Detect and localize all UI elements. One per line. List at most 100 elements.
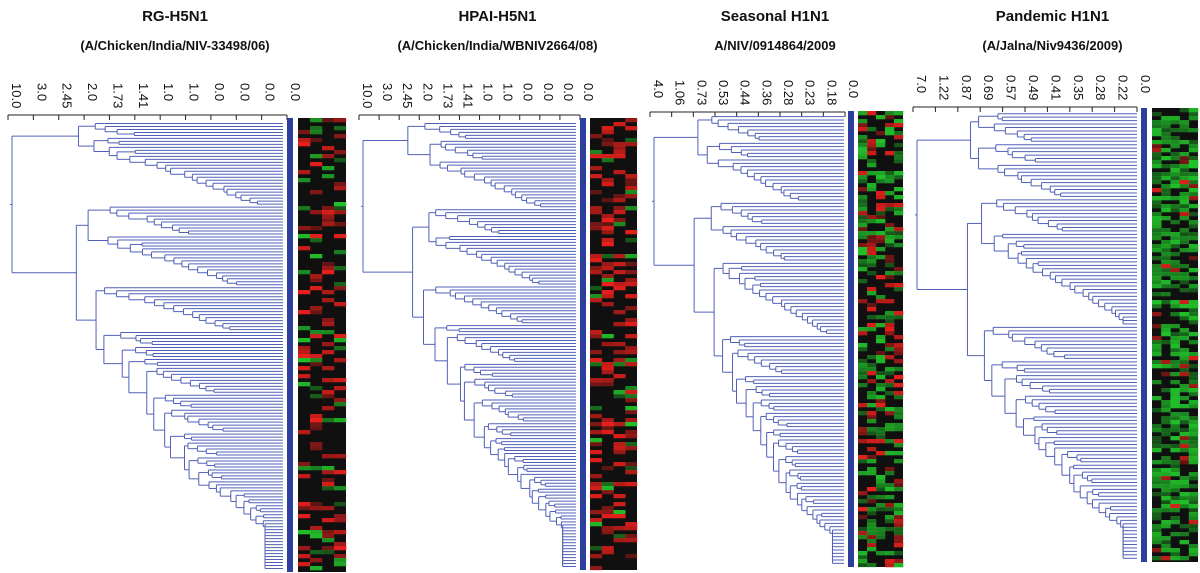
dendrogram-tree bbox=[10, 122, 283, 570]
dendrogram-svg: 10.0 3.0 2.45 2.0 1.73 1.41 1.0 1.0 0.0 0.0 0.0 0.0 bbox=[7, 83, 347, 572]
axis-tick-label: 0.44 bbox=[738, 80, 753, 105]
axis-tick: 0.36 bbox=[757, 80, 774, 117]
dendrogram-svg: 7.0 1.22 0.87 0.69 0.57 0.49 0.41 0.35 0.28 0.22 0… bbox=[912, 75, 1199, 562]
axis-tick: 0.0 bbox=[579, 83, 596, 120]
dendrogram-panel-hpai-h5n1: HPAI-H5N1 (A/Chicken/India/WBNIV2664/08)… bbox=[350, 0, 645, 573]
axis-tick: 0.69 bbox=[979, 75, 996, 112]
axis-tick: 1.41 bbox=[134, 83, 151, 120]
axis-tick-label: 0.28 bbox=[781, 80, 796, 105]
dendrogram-panel-pandemic-h1n1: Pandemic H1N1 (A/Jalna/Niv9436/2009) 7.0… bbox=[905, 0, 1200, 573]
axis-tick-label: 0.0 bbox=[263, 83, 278, 101]
axis-tick: 0.57 bbox=[1002, 75, 1019, 112]
axis-tick: 2.45 bbox=[398, 83, 415, 120]
axis-tick: 1.41 bbox=[458, 83, 475, 120]
axis-tick-label: 1.0 bbox=[501, 83, 516, 101]
axis-tick-label: 0.0 bbox=[212, 83, 227, 101]
cluster-bar bbox=[848, 111, 854, 567]
panel-subtitle: A/NIV/0914864/2009 bbox=[714, 38, 836, 53]
panel-title: Pandemic H1N1 bbox=[995, 8, 1110, 25]
axis-tick-label: 1.73 bbox=[440, 83, 455, 108]
axis-tick: 0.35 bbox=[1069, 75, 1086, 112]
axis-tick-label: 0.41 bbox=[1048, 75, 1063, 100]
expression-heatmap bbox=[1152, 108, 1199, 562]
axis-tick-label: 0.0 bbox=[521, 83, 536, 101]
axis-tick: 0.73 bbox=[692, 80, 709, 117]
axis-tick-label: 0.57 bbox=[1004, 75, 1019, 100]
axis-tick-label: 0.0 bbox=[288, 83, 303, 101]
panel-subtitle: (A/Jalna/Niv9436/2009) bbox=[982, 38, 1123, 53]
panel-title: HPAI-H5N1 bbox=[458, 8, 537, 25]
axis-tick-label: 0.23 bbox=[803, 80, 818, 105]
axis-tick: 0.0 bbox=[210, 83, 227, 120]
expression-heatmap bbox=[590, 118, 638, 571]
axis-tick-label: 3.0 bbox=[34, 83, 49, 101]
axis-tick: 1.22 bbox=[934, 75, 951, 112]
cluster-bar bbox=[580, 118, 586, 570]
axis-tick: 0.0 bbox=[519, 83, 536, 120]
axis-tick-label: 7.0 bbox=[914, 75, 929, 93]
axis-tick: 2.0 bbox=[418, 83, 435, 120]
axis-tick-label: 2.0 bbox=[85, 83, 100, 101]
axis-tick: 10.0 bbox=[358, 83, 375, 120]
axis-tick-label: 10.0 bbox=[360, 83, 375, 108]
axis-tick-label: 1.0 bbox=[161, 83, 176, 101]
axis-tick: 1.06 bbox=[671, 80, 688, 117]
axis-tick: 0.41 bbox=[1046, 75, 1063, 112]
dendrogram-svg: 4.0 1.06 0.73 0.53 0.44 0.36 0.28 0.23 0.18 0.0 bbox=[649, 80, 904, 568]
axis-tick: 0.18 bbox=[822, 80, 839, 117]
axis-tick-label: 1.0 bbox=[187, 83, 202, 101]
axis-tick: 0.0 bbox=[844, 80, 861, 117]
axis-tick: 0.0 bbox=[286, 83, 303, 120]
panel-title: Seasonal H1N1 bbox=[720, 8, 830, 25]
expression-heatmap bbox=[298, 118, 347, 572]
axis-tick: 2.0 bbox=[83, 83, 100, 120]
axis-tick: 0.49 bbox=[1024, 75, 1041, 112]
axis-tick: 7.0 bbox=[912, 75, 929, 112]
axis-tick-label: 10.0 bbox=[9, 83, 24, 108]
axis-tick: 1.73 bbox=[438, 83, 455, 120]
axis-tick-label: 0.0 bbox=[581, 83, 596, 101]
axis-tick-label: 0.73 bbox=[694, 80, 709, 105]
axis-tick: 10.0 bbox=[7, 83, 24, 120]
dendrogram-tree bbox=[915, 113, 1137, 559]
axis-tick-label: 0.22 bbox=[1116, 75, 1131, 100]
axis-tick: 0.0 bbox=[559, 83, 576, 120]
axis-tick-label: 0.53 bbox=[716, 80, 731, 105]
dendrogram-svg: 10.0 3.0 2.45 2.0 1.73 1.41 1.0 1.0 0.0 0.0 0.0 0.0 bbox=[358, 83, 638, 571]
axis-tick: 0.87 bbox=[957, 75, 974, 112]
axis-tick-label: 0.0 bbox=[1138, 75, 1153, 93]
axis-tick: 0.0 bbox=[539, 83, 556, 120]
axis-tick-label: 1.41 bbox=[460, 83, 475, 108]
axis-tick-label: 1.73 bbox=[110, 83, 125, 108]
panel-subtitle: (A/Chicken/India/WBNIV2664/08) bbox=[397, 38, 598, 53]
axis-tick-label: 0.49 bbox=[1026, 75, 1041, 100]
axis-tick-label: 3.0 bbox=[380, 83, 395, 101]
axis-tick: 0.28 bbox=[1091, 75, 1108, 112]
axis-tick: 0.23 bbox=[801, 80, 818, 117]
axis-tick-label: 1.06 bbox=[673, 80, 688, 105]
axis-tick: 1.73 bbox=[108, 83, 125, 120]
axis-tick: 1.0 bbox=[185, 83, 202, 120]
axis-tick: 3.0 bbox=[378, 83, 395, 120]
axis-tick: 1.0 bbox=[479, 83, 496, 120]
axis-tick-label: 2.0 bbox=[420, 83, 435, 101]
axis-tick: 1.0 bbox=[159, 83, 176, 120]
dendrogram-tree bbox=[652, 116, 844, 564]
axis-tick-label: 2.45 bbox=[60, 83, 75, 108]
panel-subtitle: (A/Chicken/India/NIV-33498/06) bbox=[80, 38, 270, 53]
axis-tick: 0.22 bbox=[1114, 75, 1131, 112]
axis-tick-label: 1.0 bbox=[481, 83, 496, 101]
axis-tick-label: 2.45 bbox=[400, 83, 415, 108]
axis-tick: 0.0 bbox=[235, 83, 252, 120]
dendrogram-panel-seasonal-h1n1: Seasonal H1N1 A/NIV/0914864/2009 4.0 1.06… bbox=[645, 0, 905, 573]
axis-tick-label: 4.0 bbox=[651, 80, 666, 98]
axis-tick-label: 0.0 bbox=[237, 83, 252, 101]
axis-tick: 2.45 bbox=[58, 83, 75, 120]
axis-tick-label: 0.18 bbox=[824, 80, 839, 105]
axis-tick-label: 0.36 bbox=[759, 80, 774, 105]
axis-tick-label: 0.87 bbox=[959, 75, 974, 100]
axis-tick-label: 0.35 bbox=[1071, 75, 1086, 100]
axis-tick-label: 0.0 bbox=[561, 83, 576, 101]
axis-tick: 1.0 bbox=[499, 83, 516, 120]
cluster-bar bbox=[287, 118, 293, 572]
